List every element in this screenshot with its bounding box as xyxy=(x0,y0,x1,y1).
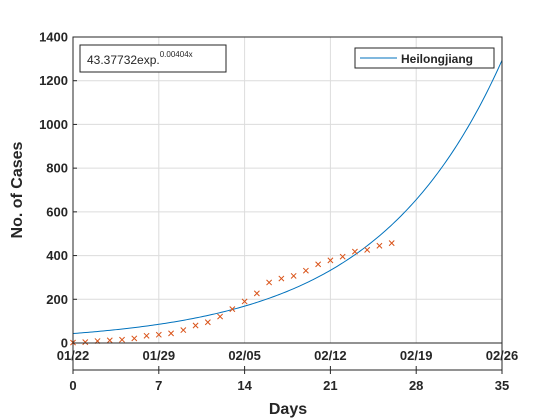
y-tick-label: 800 xyxy=(46,161,68,176)
y-tick-label: 0 xyxy=(61,336,68,351)
data-point xyxy=(302,267,309,274)
data-point xyxy=(217,313,224,320)
y-axis-label: No. of Cases xyxy=(9,141,26,238)
data-point xyxy=(143,332,150,339)
y-tick-label: 600 xyxy=(46,204,68,219)
x-tick-label: 14 xyxy=(237,378,252,393)
data-point xyxy=(168,330,175,337)
data-point xyxy=(155,331,162,338)
y-tick-label: 1400 xyxy=(39,30,68,45)
x-axis-top: 01/22 01/29 02/05 02/12 02/19 02/26 xyxy=(57,348,518,370)
date-tick-label: 02/05 xyxy=(228,348,261,363)
data-point xyxy=(131,335,138,342)
data-point xyxy=(241,298,248,305)
x-tick-label: 28 xyxy=(409,378,423,393)
date-tick-label: 02/12 xyxy=(314,348,347,363)
fit-curve-line xyxy=(72,60,503,335)
data-point xyxy=(192,322,199,329)
date-tick-label: 02/19 xyxy=(400,348,433,363)
x-tick-label: 7 xyxy=(155,378,162,393)
data-point xyxy=(253,290,260,297)
legend: Heilongjiang xyxy=(354,47,495,69)
x-tick-label: 21 xyxy=(323,378,337,393)
plot-frame xyxy=(72,36,503,344)
data-point xyxy=(388,240,395,247)
plot-area xyxy=(73,37,502,343)
fit-equation-base: 43.37732exp. xyxy=(87,53,160,67)
data-point xyxy=(339,253,346,260)
data-point xyxy=(119,336,125,343)
data-point xyxy=(180,327,187,334)
x-tick-label: 0 xyxy=(69,378,76,393)
observed-points xyxy=(70,240,395,346)
y-tick-label: 1200 xyxy=(39,73,68,88)
svg-text:43.37732exp.0.00404x: 43.37732exp.0.00404x xyxy=(87,50,193,67)
legend-label-heilongjiang: Heilongjiang xyxy=(401,52,473,66)
y-axis: 0 200 400 600 800 1000 1200 1400 xyxy=(39,30,77,351)
data-point xyxy=(278,275,285,282)
data-point xyxy=(229,306,236,313)
data-point xyxy=(315,261,322,268)
fit-equation-exponent: 0.00404x xyxy=(160,50,193,59)
y-tick-label: 200 xyxy=(46,292,68,307)
data-point xyxy=(351,248,358,255)
x-axis-label: Days xyxy=(269,401,307,418)
fit-equation-box: 43.37732exp.0.00404x xyxy=(79,44,227,73)
x-axis-bottom: 0 7 14 21 28 35 xyxy=(69,370,509,393)
data-point xyxy=(364,246,371,253)
data-point xyxy=(376,242,383,249)
x-tick-label: 35 xyxy=(495,378,509,393)
data-point xyxy=(106,337,113,344)
data-point xyxy=(327,257,334,264)
data-point xyxy=(266,279,273,286)
data-point xyxy=(204,319,211,326)
data-point xyxy=(82,339,89,346)
y-tick-label: 1000 xyxy=(39,117,68,132)
y-tick-label: 400 xyxy=(46,248,68,263)
data-point xyxy=(290,272,297,279)
date-tick-label: 01/29 xyxy=(143,348,176,363)
grid xyxy=(73,37,502,343)
